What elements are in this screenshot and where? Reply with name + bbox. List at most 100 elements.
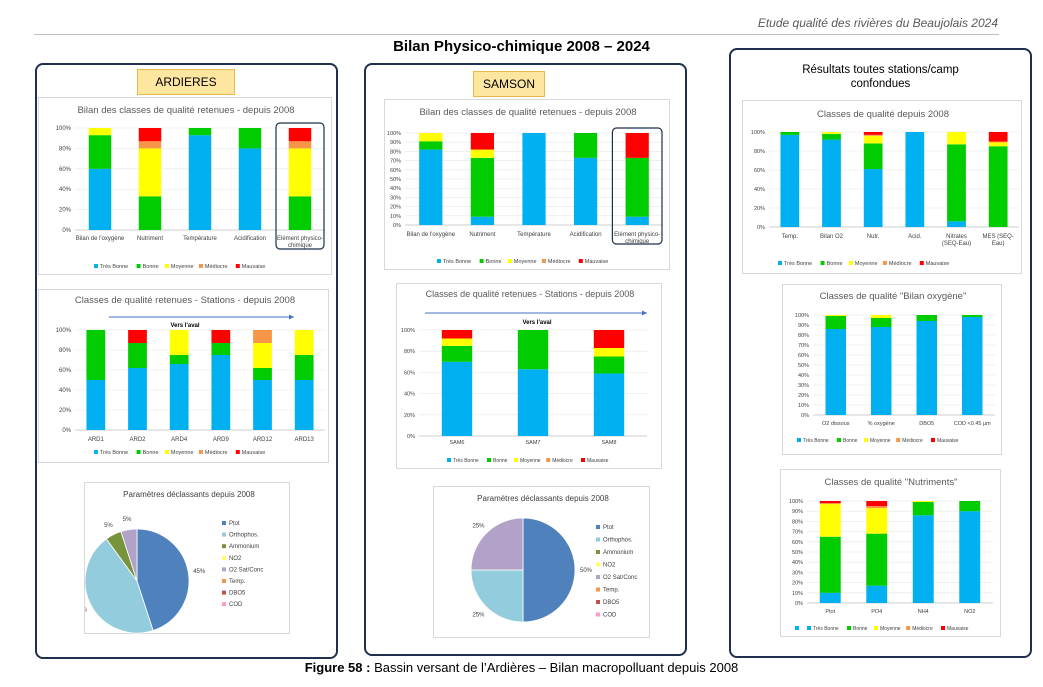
category-label: % oxygène [868,421,895,427]
pie-slice [136,528,190,631]
figure-caption-text: Bassin versant de l’Ardières – Bilan mac… [370,660,739,675]
y-tick-label: 90% [798,323,809,329]
y-tick-label: 80% [59,146,72,152]
sam-stations-svg: Classes de qualité retenues - Stations -… [401,289,647,464]
y-tick-label: 40% [798,373,809,379]
y-tick-label: 10% [798,403,809,409]
y-tick-label: 60% [754,168,765,174]
page-title: Bilan Physico-chimique 2008 – 2024 [393,38,650,55]
y-tick-label: 40% [59,388,72,394]
bar-segment [819,592,841,603]
y-tick-label: 30% [792,570,803,576]
bar-segment [947,132,966,145]
pie-slice-label: 25% [472,523,485,529]
legend-label: Orthophos. [229,533,259,539]
legend-label: COD [229,602,243,608]
category-label: Nitrates [946,234,967,240]
bar-segment [253,380,272,430]
bar-segment [294,380,314,430]
category-label: PO4 [871,609,882,615]
y-tick-label: 30% [798,383,809,389]
bar-segment [988,132,1008,142]
legend-swatch [222,521,226,525]
results-classes-chart: Classes de qualité depuis 2008 0% 20% 40% 60… [742,100,1022,274]
legend-label: Très Bonne [443,259,471,265]
legend-swatch [198,450,203,454]
bar-segment [238,148,262,230]
category-label: Temp. [782,234,799,240]
legend-label: Ptot [229,521,240,527]
category-label: Elément physico- [277,236,323,242]
bar-segment [866,508,888,534]
results-panel [729,48,1032,658]
bar-segment [947,221,966,227]
legend-swatch [447,458,451,462]
legend-swatch [807,626,811,630]
legend-label: Moyenne [514,259,537,265]
sam-pie-svg: Paramètres déclassants depuis 2008 50% 25%… [470,494,637,623]
res-oxygene-svg: Classes de qualité "Bilan oxygène" 0% 10% 2… [795,291,995,444]
figure-caption: Figure 58 : Bassin versant de l’Ardières… [0,660,1043,675]
y-tick-label: 0% [62,428,71,434]
legend-label: Orthophos. [603,538,633,544]
legend-swatch [906,626,911,630]
bar-segment [211,343,231,355]
bar-segment [871,318,892,327]
category-label: Ptot [825,609,835,615]
samson-classes-chart: Bilan des classes de qualité retenues - … [384,99,670,270]
bar-segment [912,501,934,503]
category-label: NH4 [918,609,929,615]
y-tick-label: 80% [792,519,803,525]
legend-label: Très Bonne [803,438,829,444]
legend-swatch [487,458,491,462]
y-tick-label: 20% [59,408,72,414]
legend-label: COD [603,613,617,619]
legend-swatch [541,259,546,263]
y-tick-label: 60% [59,368,72,374]
chart-title: Classes de qualité retenues - Stations -… [426,289,635,299]
legend-swatch [514,458,518,462]
y-tick-label: 100% [401,328,415,334]
ardieres-panel [35,63,338,659]
legend-swatch [94,264,98,268]
category-label: (SEQ-Eau) [942,241,971,247]
y-tick-label: 100% [56,126,72,132]
y-tick-label: 100% [387,131,401,137]
pie-slice [120,528,138,582]
chart-title: Bilan des classes de qualité retenues - … [77,105,294,116]
y-tick-label: 40% [59,187,72,193]
legend-label: O2 Sat/Conc [229,567,263,573]
category-label: Bilan de l'oxygène [76,236,125,242]
legend-label: Bonne [827,261,843,267]
y-tick-label: 50% [792,550,803,556]
category-label: Acid. [908,234,922,240]
bar-segment [573,133,598,158]
chart-title: Paramètres déclassants depuis 2008 [123,490,255,499]
bar-segment [962,315,983,317]
bar-segment [288,196,312,230]
samson-stations-chart: Classes de qualité retenues - Stations -… [396,283,662,469]
bar-segment [441,345,473,362]
bar-segment [593,348,625,357]
bar-segment [138,148,162,197]
legend-label: Médiocre [889,261,912,267]
bar-segment [253,368,272,380]
category-label: Température [183,236,217,242]
legend-label: Très Bonne [100,264,128,270]
y-tick-label: 0% [795,601,803,607]
category-label: ARD12 [253,437,273,443]
legend-label: Très Bonne [100,450,128,456]
ard-pie-svg: Paramètres déclassants depuis 2008 45% 45%… [85,490,263,634]
pie-slice-label: 50% [580,568,593,574]
legend-label: Mauvaise [947,626,969,632]
bar-segment [819,503,841,505]
y-tick-label: 0% [757,225,765,231]
legend-swatch [941,626,945,630]
legend-label: Bonne [143,450,159,456]
bar-segment [138,128,162,142]
legend-label: Temp. [229,579,246,585]
highlight-frame [275,122,325,250]
bar-segment [288,148,312,197]
bar-segment [128,330,147,343]
y-tick-label: 80% [59,348,72,354]
